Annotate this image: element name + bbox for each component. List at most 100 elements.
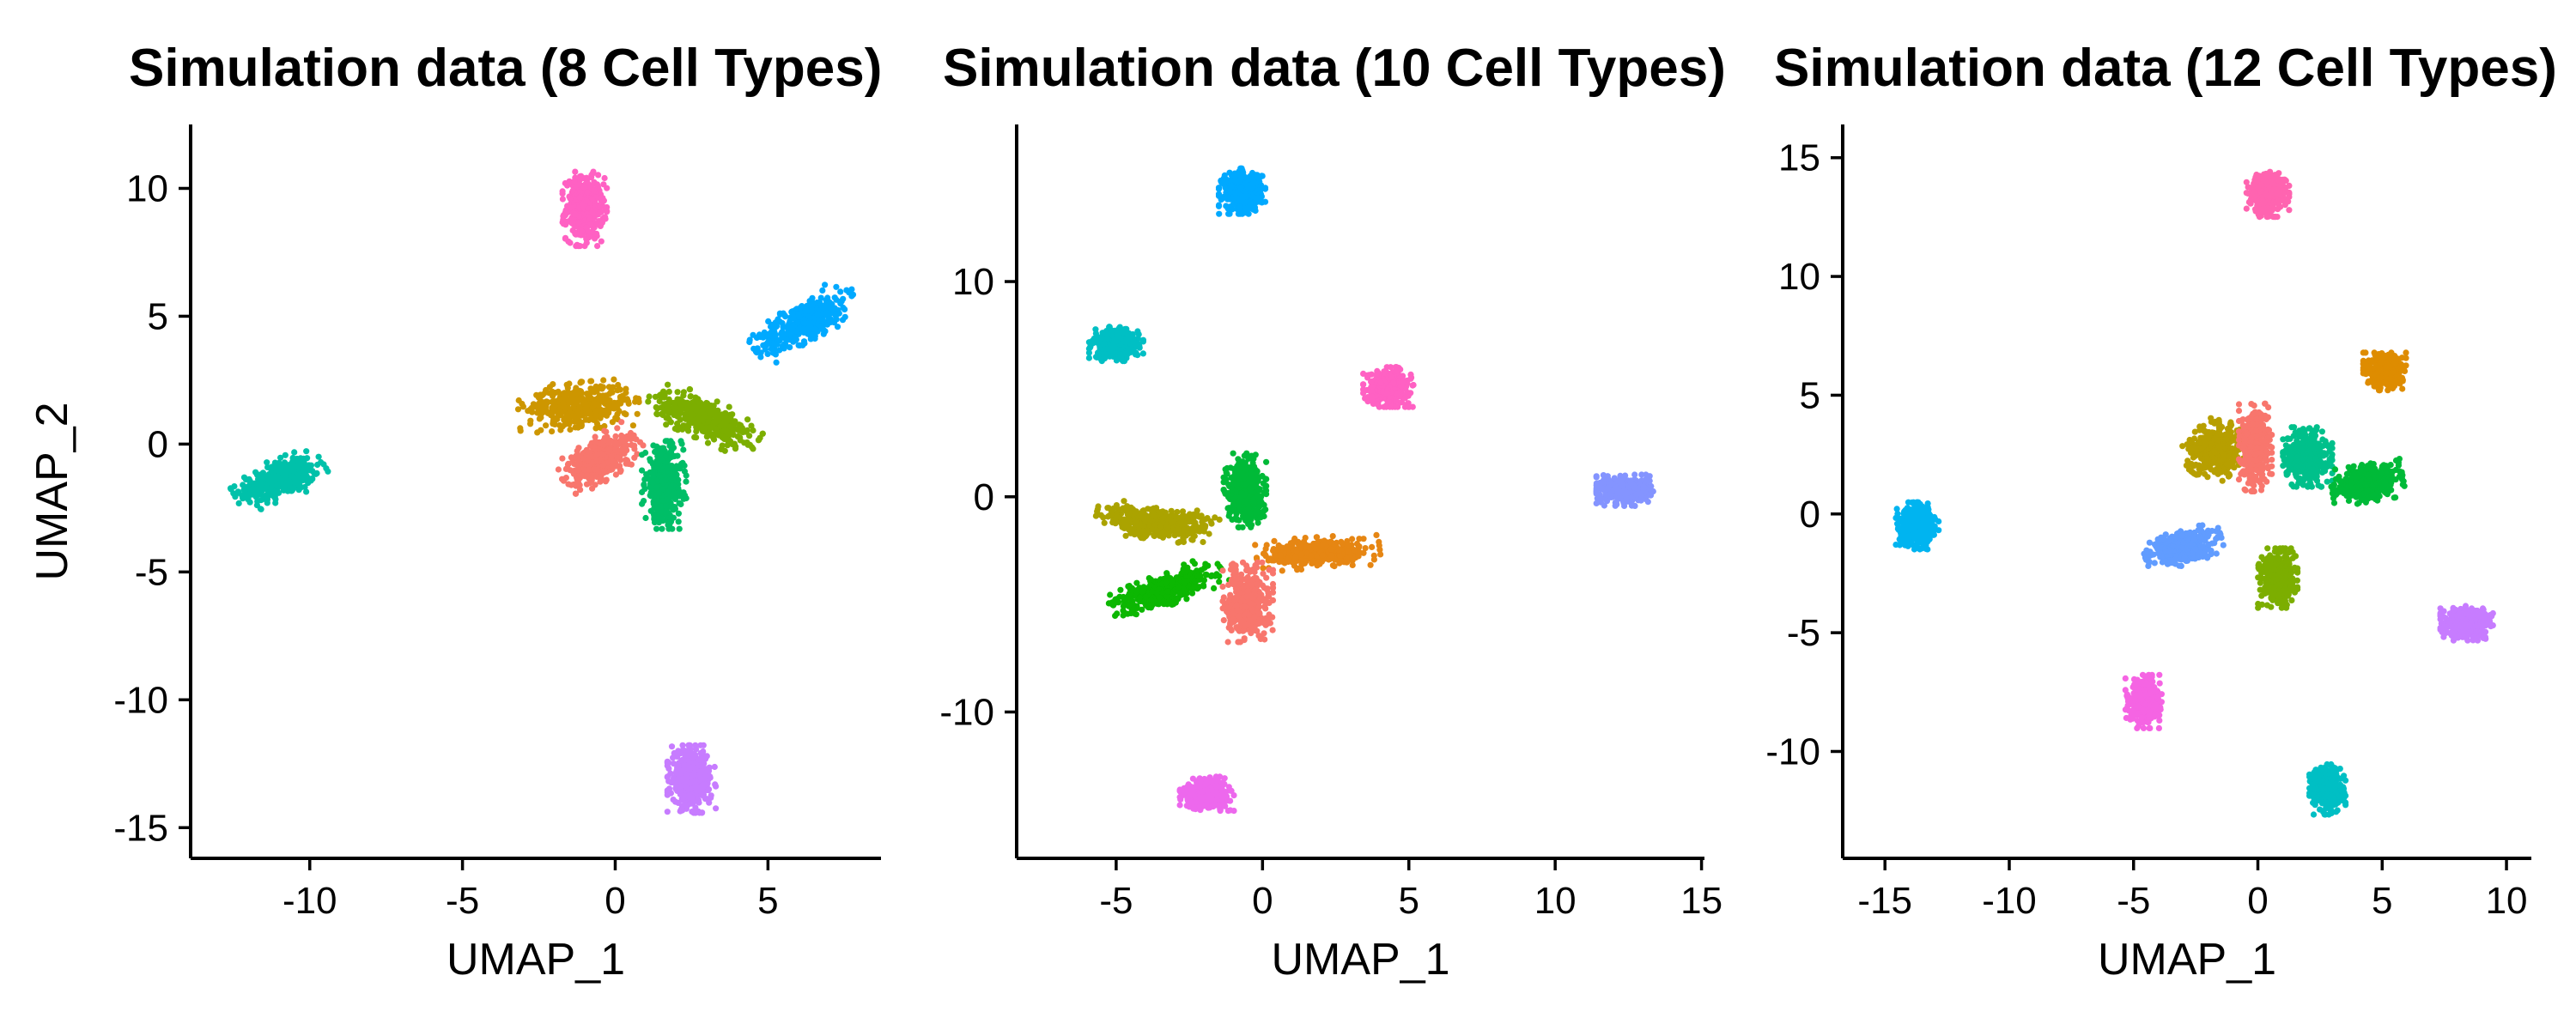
point: [1229, 206, 1236, 213]
point: [597, 203, 604, 210]
cluster-3: [1360, 364, 1417, 410]
point: [649, 479, 656, 486]
point: [670, 754, 677, 761]
point: [601, 174, 608, 182]
point: [1231, 177, 1238, 184]
point: [749, 444, 756, 451]
point: [664, 809, 671, 815]
point: [291, 449, 298, 456]
point: [282, 482, 289, 489]
point: [563, 218, 570, 225]
point: [574, 467, 582, 474]
cluster-1: [227, 448, 331, 512]
point: [585, 395, 592, 402]
point: [235, 500, 242, 507]
chart-title: Simulation data (8 Cell Types): [129, 39, 882, 98]
point: [583, 224, 590, 231]
point: [679, 797, 686, 803]
point: [568, 220, 575, 227]
y-tick-label: 10: [126, 167, 168, 209]
point: [607, 389, 614, 396]
point: [1120, 338, 1127, 345]
point: [320, 461, 327, 468]
point: [519, 403, 527, 410]
point: [593, 473, 600, 481]
point: [659, 394, 666, 401]
point: [700, 427, 708, 433]
point: [776, 310, 784, 317]
cluster-7: [639, 438, 690, 532]
point: [591, 389, 598, 396]
point: [831, 294, 838, 301]
point: [269, 482, 276, 489]
point: [680, 446, 687, 453]
point: [822, 282, 829, 288]
point: [1115, 333, 1121, 340]
point: [594, 451, 601, 457]
point: [704, 439, 712, 446]
point: [575, 420, 582, 427]
point: [649, 469, 656, 476]
point: [583, 174, 590, 181]
point: [690, 403, 697, 410]
point: [1219, 179, 1226, 187]
point: [1631, 471, 1638, 478]
point: [723, 436, 730, 443]
cluster-3: [746, 282, 857, 366]
point: [1215, 192, 1223, 199]
point: [269, 478, 276, 485]
point: [606, 399, 613, 406]
point: [708, 409, 714, 415]
point: [782, 313, 789, 320]
point: [1215, 185, 1223, 192]
point: [1364, 374, 1371, 381]
point: [635, 398, 642, 405]
x-tick-label: 5: [757, 880, 778, 922]
point: [653, 525, 660, 532]
point: [841, 313, 848, 320]
point: [1228, 183, 1235, 190]
point: [664, 787, 671, 794]
point: [677, 768, 684, 775]
y-tick-label: -15: [113, 807, 168, 849]
point: [543, 422, 550, 429]
point: [586, 215, 593, 222]
point: [533, 403, 540, 410]
point: [1387, 364, 1394, 371]
point: [665, 381, 671, 388]
point: [1360, 381, 1367, 388]
point: [730, 419, 737, 426]
point: [720, 427, 727, 434]
point: [254, 492, 261, 499]
point: [250, 484, 258, 492]
point: [1234, 171, 1241, 178]
point: [611, 376, 617, 383]
point: [809, 300, 816, 307]
point: [656, 515, 663, 522]
point: [564, 182, 571, 189]
point: [677, 757, 685, 764]
point: [683, 478, 690, 485]
point: [593, 412, 600, 420]
point: [574, 391, 581, 397]
point: [662, 509, 670, 516]
point: [1117, 351, 1124, 358]
point: [538, 427, 544, 433]
point: [683, 472, 690, 479]
point: [837, 300, 844, 307]
point: [629, 422, 637, 429]
point: [1139, 337, 1146, 344]
y-axis-title: UMAP_2: [27, 402, 77, 580]
point: [675, 750, 682, 757]
point: [714, 417, 720, 424]
point: [609, 419, 617, 426]
point: [587, 378, 594, 385]
point: [675, 489, 683, 496]
point: [1129, 333, 1136, 340]
point: [539, 409, 546, 416]
point: [653, 411, 661, 418]
point: [659, 525, 665, 532]
point: [676, 525, 683, 532]
point: [695, 787, 702, 794]
point: [693, 428, 700, 435]
